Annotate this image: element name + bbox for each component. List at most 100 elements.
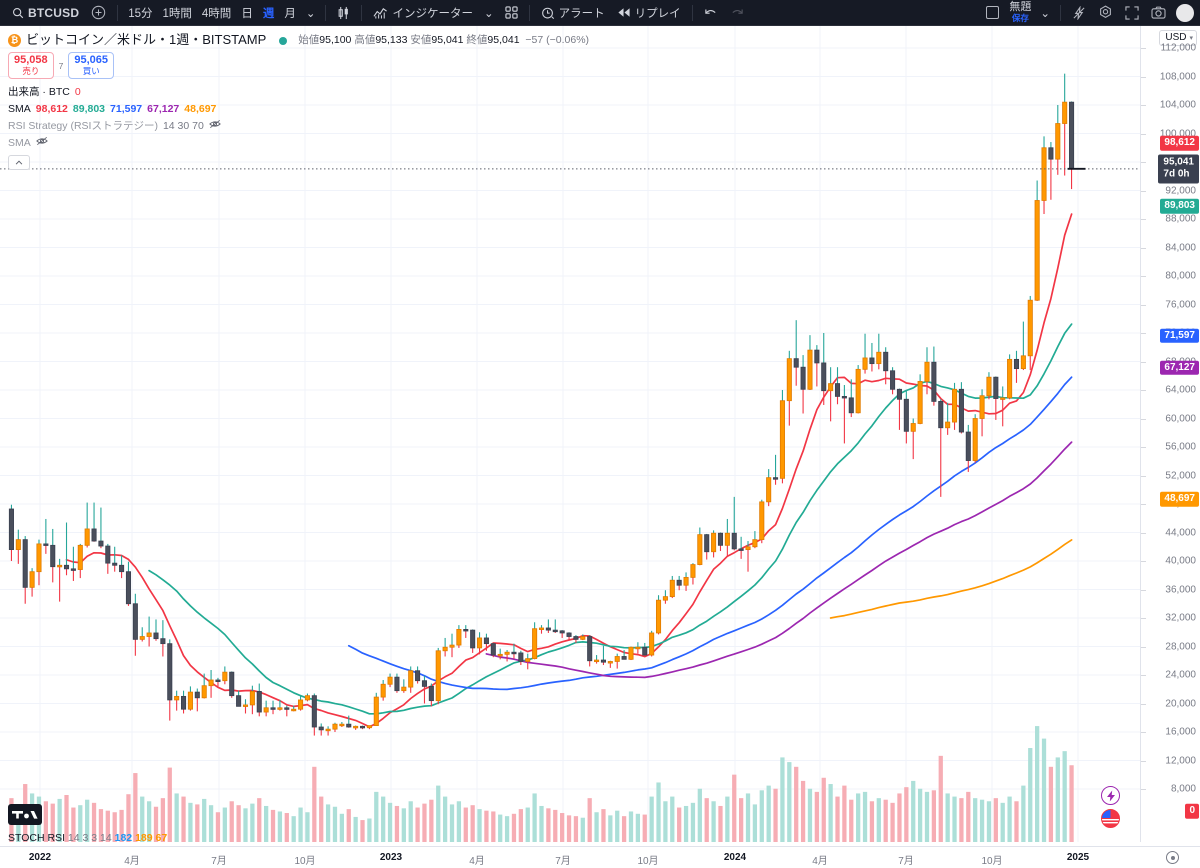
price-tick: 24,000 — [1165, 669, 1196, 681]
divider — [117, 4, 119, 21]
price-badge-1[interactable]: 98,612 — [1160, 136, 1199, 151]
bolt-badge[interactable] — [1101, 786, 1120, 805]
gear-icon — [1098, 5, 1113, 20]
collapse-legend-button[interactable] — [8, 155, 30, 171]
buy-button[interactable]: 95,065 買い — [68, 52, 115, 80]
rsi-strategy-legend-row[interactable]: RSI Strategy (RSIストラテジー) 14 30 70 — [8, 118, 589, 135]
sma2-legend-row[interactable]: SMA — [8, 135, 589, 152]
indicators-more-button[interactable]: ⌄ — [483, 7, 494, 20]
price-tick: 80,000 — [1165, 270, 1196, 282]
symbol-legend-row[interactable]: ₿ ビットコイン／米ドル・1週・BITSTAMP 始値95,100 高値95,1… — [8, 32, 589, 49]
volume-zero-badge[interactable]: 0 — [1185, 803, 1199, 819]
stoch-rsi-value-3: 67 — [155, 832, 168, 844]
snapshot-button[interactable] — [1145, 2, 1172, 24]
indicators-button[interactable]: インジケーター — [367, 2, 479, 24]
price-tick: 44,000 — [1165, 527, 1196, 538]
camera-icon — [1151, 6, 1166, 19]
sell-label: 売り — [22, 65, 40, 76]
timeframe-15m[interactable]: 15分 — [128, 7, 153, 20]
replay-button[interactable]: リプレイ — [611, 2, 687, 24]
change-value: −57 — [525, 33, 544, 46]
sma-value-1: 98,612 — [35, 103, 68, 116]
tick-mark — [1141, 76, 1146, 78]
price-axis[interactable]: USD ▾ 112,000108,000104,000100,00096,000… — [1140, 26, 1200, 842]
tick-mark — [1141, 418, 1146, 420]
price-tick: 32,000 — [1165, 612, 1196, 624]
hide-icon[interactable] — [208, 119, 221, 135]
tick-mark — [1141, 618, 1146, 619]
avatar[interactable] — [1176, 3, 1194, 22]
divider — [691, 4, 693, 21]
chart-settings-button[interactable] — [1092, 2, 1119, 24]
price-badge-5[interactable]: 48,697 — [1160, 491, 1199, 507]
stoch-rsi-status[interactable]: STOCH RSI 14 3 3 14 182 189 67 — [8, 832, 167, 844]
save-more-button[interactable]: ⌄ — [1040, 7, 1050, 20]
undo-button[interactable] — [698, 2, 724, 24]
high-label: 高値 — [354, 33, 376, 46]
add-symbol-button[interactable] — [85, 2, 112, 24]
price-tick: 28,000 — [1165, 641, 1196, 652]
timeframe-4h[interactable]: 4時間 — [201, 7, 232, 20]
undo-icon — [704, 7, 718, 19]
buy-price: 95,065 — [74, 54, 109, 66]
price-plot — [0, 26, 1140, 842]
tick-mark — [1141, 333, 1146, 334]
low-value: 95,041 — [431, 33, 464, 46]
price-tick: 36,000 — [1165, 584, 1196, 595]
redo-button[interactable] — [724, 2, 750, 24]
sma-legend-row[interactable]: SMA 98,612 89,803 71,597 67,127 48,697 — [8, 101, 589, 118]
grid-icon — [504, 6, 518, 19]
indicators-label: インジケーター — [392, 7, 473, 20]
timeframe-1h[interactable]: 1時間 — [162, 7, 192, 20]
tick-mark — [1141, 561, 1146, 562]
flag-badge[interactable] — [1101, 809, 1120, 828]
price-tick: 20,000 — [1165, 698, 1196, 709]
bitcoin-icon: ₿ — [8, 34, 21, 47]
divider — [528, 4, 530, 21]
hide-icon[interactable] — [35, 136, 48, 152]
quick-settings-button[interactable] — [1066, 2, 1092, 24]
time-tick-9: 2024 — [723, 852, 747, 863]
volume-label: 出来高 · BTC — [8, 86, 70, 99]
tick-mark — [1141, 361, 1146, 363]
symbol-search-button[interactable]: BTCUSD — [6, 2, 85, 24]
tradingview-logo — [8, 804, 42, 830]
alert-button[interactable]: アラート — [535, 2, 611, 24]
sma2-label: SMA — [8, 137, 31, 150]
tick-mark — [1141, 646, 1146, 648]
timeframe-more-button[interactable]: ⌄ — [305, 7, 316, 20]
symbol-description: ビットコイン／米ドル・1週・BITSTAMP — [26, 32, 267, 48]
currency-selector[interactable]: USD ▾ — [1159, 30, 1197, 46]
tick-mark — [1141, 789, 1146, 790]
buy-label: 買い — [82, 65, 100, 76]
sell-button[interactable]: 95,058 売り — [8, 52, 54, 80]
tick-mark — [1141, 504, 1146, 505]
tick-mark — [1141, 48, 1146, 49]
price-tick: 12,000 — [1165, 755, 1196, 766]
current-price-badge[interactable]: 95,041 7d 0h — [1158, 154, 1199, 184]
price-badge-3[interactable]: 71,597 — [1160, 328, 1199, 344]
templates-button[interactable] — [499, 2, 524, 24]
fullscreen-button[interactable] — [1119, 2, 1145, 24]
bid-ask-row: 95,058 売り 7 95,065 買い — [8, 52, 589, 80]
rsi-strategy-label: RSI Strategy (RSIストラテジー) — [8, 120, 158, 133]
volume-legend-row[interactable]: 出来高 · BTC 0 — [8, 84, 589, 101]
price-tick: 76,000 — [1165, 299, 1196, 310]
timeframe-1d[interactable]: 日 — [241, 7, 253, 20]
time-axis[interactable]: 2022 4月 7月 10月 2023 4月 7月 10月 2024 4月 7月 10月 2025 — [0, 846, 1200, 868]
main-pane[interactable] — [0, 26, 1140, 842]
chart-area: ₿ ビットコイン／米ドル・1週・BITSTAMP 始値95,100 高値95,1… — [0, 26, 1200, 868]
timeframe-1mo[interactable]: 月 — [284, 7, 296, 20]
sell-price: 95,058 — [14, 54, 48, 66]
price-badge-2[interactable]: 89,803 — [1160, 198, 1199, 214]
timeframe-1w[interactable]: 週 — [262, 7, 275, 20]
tick-mark — [1141, 247, 1146, 249]
chart-type-button[interactable] — [331, 2, 356, 24]
time-tick-1: 2022 — [28, 852, 52, 863]
price-tick: 64,000 — [1165, 384, 1196, 396]
clock-icon[interactable] — [1166, 851, 1179, 864]
price-badge-4[interactable]: 67,127 — [1160, 360, 1199, 375]
layout-button[interactable] — [980, 2, 1005, 24]
tick-mark — [1141, 105, 1146, 106]
save-layout-button[interactable]: 無題 保存 — [1005, 2, 1035, 23]
